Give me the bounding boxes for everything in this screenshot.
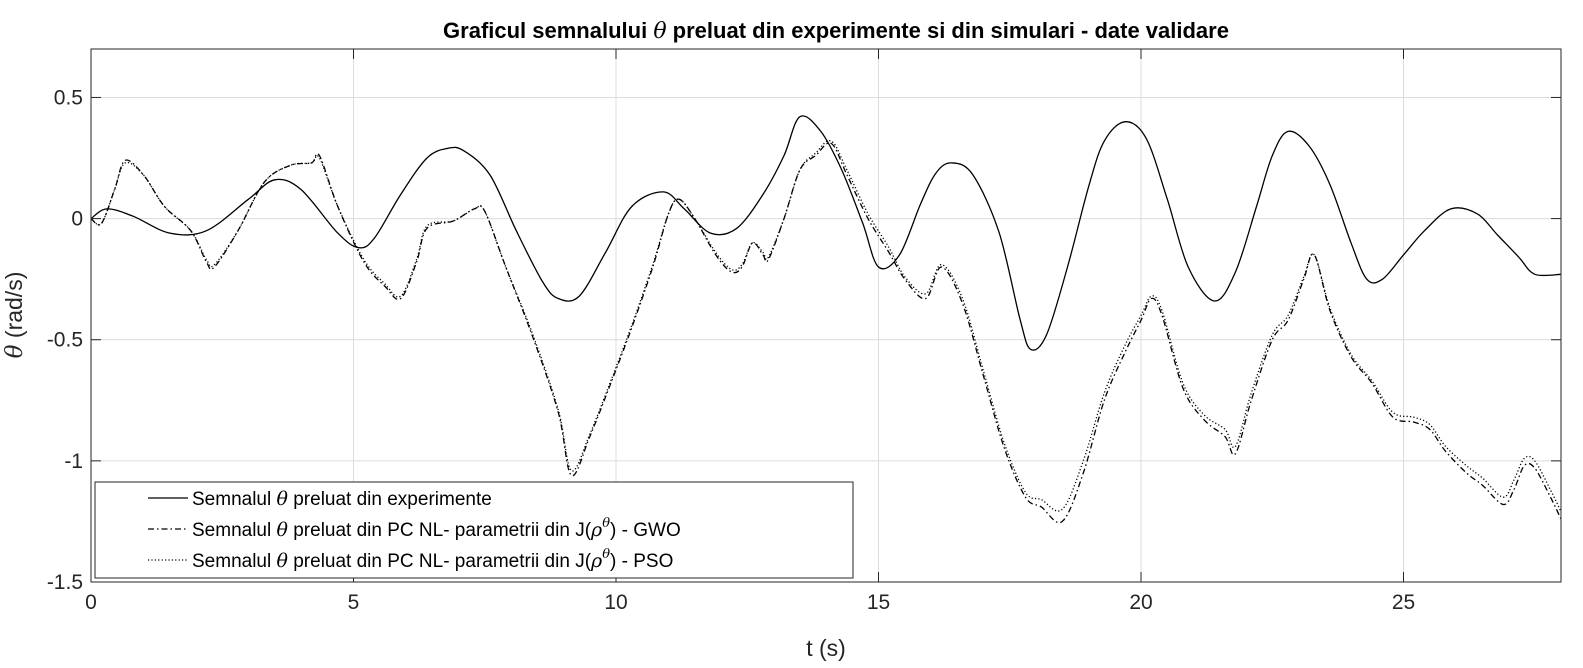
chart-title: Graficul semnalului θ preluat din experi… [443,18,1229,44]
x-tick-label: 15 [867,591,890,614]
x-axis-label: t (s) [806,635,846,661]
x-tick-label: 25 [1392,591,1415,614]
series-line-0 [90,115,1562,351]
y-tick-label: 0.5 [54,86,83,109]
series-layer [90,115,1562,524]
y-tick-label: -1.5 [47,571,83,594]
x-tick-label: 20 [1129,591,1152,614]
y-axis-label: θ (rad/s) [1,272,28,359]
series-line-2 [90,139,1562,512]
legend-label-experimente: Semnalul θ preluat din experimente [192,488,492,510]
legend-entry-gwo: Semnalul θ preluat din PC NL- parametrii… [148,516,681,541]
x-tick-label: 5 [348,591,360,614]
axis-ticks: 0 5 10 15 20 25 -1.5 -1 -0.5 0 0.5 [47,49,1561,614]
legend-label-gwo: Semnalul θ preluat din PC NL- parametrii… [192,516,681,541]
y-tick-label: -0.5 [47,329,83,352]
legend-label-pso: Semnalul θ preluat din PC NL- parametrii… [192,547,673,572]
legend-entry-experimente: Semnalul θ preluat din experimente [148,488,492,510]
y-tick-label: 0 [71,208,83,231]
series-line-1 [90,142,1562,524]
y-tick-label: -1 [64,450,83,473]
x-tick-label: 10 [604,591,627,614]
grid [91,49,1561,582]
legend: Semnalul θ preluat din experimente Semna… [94,481,854,579]
legend-box [94,481,854,579]
legend-entry-pso: Semnalul θ preluat din PC NL- parametrii… [148,547,673,572]
x-tick-label: 0 [85,591,97,614]
plot-frame [90,48,1562,583]
